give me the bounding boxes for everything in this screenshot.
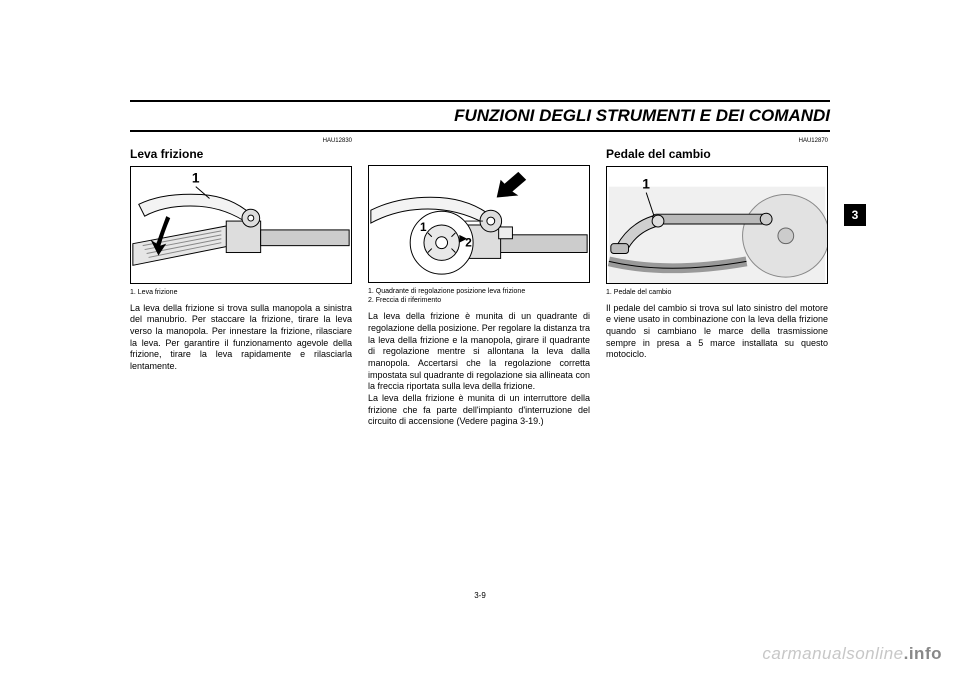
body-text-right: Il pedale del cambio si trova sul lato s…	[606, 303, 828, 361]
content-columns: HAU12830 Leva frizione	[130, 138, 830, 428]
ref-code: HAU12830	[130, 138, 352, 146]
page-header-title: FUNZIONI DEGLI STRUMENTI E DEI COMANDI	[130, 106, 830, 130]
figure-caption: 1. Pedale del cambio	[606, 288, 828, 297]
body-text-left: La leva della frizione si trova sulla ma…	[130, 303, 352, 373]
svg-text:1: 1	[192, 170, 200, 185]
svg-text:2: 2	[465, 237, 472, 250]
caption-item: 1. Quadrante di regolazione posizione le…	[368, 287, 590, 296]
watermark: carmanualsonline.info	[762, 644, 942, 664]
body-text-middle: La leva della frizione è munita di un qu…	[368, 311, 590, 428]
column-right: HAU12870 Pedale del cambio	[606, 138, 828, 428]
heading-leva-frizione: Leva frizione	[130, 147, 352, 162]
figure-shift-pedal: 1	[606, 166, 828, 284]
header-rule-bottom	[130, 130, 830, 132]
figure-caption: 1. Leva frizione	[130, 288, 352, 297]
column-middle: 1 2 1. Quadrante di regolazione posizion…	[368, 138, 590, 428]
watermark-part2: .info	[904, 644, 942, 663]
figure-caption: 1. Quadrante di regolazione posizione le…	[368, 287, 590, 305]
column-left: HAU12830 Leva frizione	[130, 138, 352, 428]
figure-clutch-dial: 1 2	[368, 165, 590, 283]
svg-text:1: 1	[642, 176, 650, 191]
page-number: 3-9	[474, 591, 486, 600]
caption-item: 2. Freccia di riferimento	[368, 296, 590, 305]
watermark-part1: carmanualsonline	[762, 644, 903, 663]
header-rule	[130, 100, 830, 102]
figure-clutch-lever: 1	[130, 166, 352, 284]
chapter-tab: 3	[844, 204, 866, 226]
manual-page: FUNZIONI DEGLI STRUMENTI E DEI COMANDI 3…	[130, 100, 830, 570]
svg-text:1: 1	[420, 221, 427, 234]
heading-pedale-cambio: Pedale del cambio	[606, 147, 828, 162]
caption-item: 1. Pedale del cambio	[606, 288, 828, 297]
ref-code: HAU12870	[606, 138, 828, 146]
caption-item: 1. Leva frizione	[130, 288, 352, 297]
